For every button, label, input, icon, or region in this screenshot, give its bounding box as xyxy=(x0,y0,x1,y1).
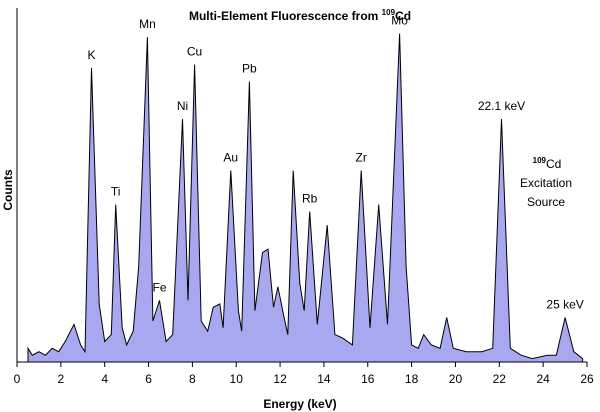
peak-label: Au xyxy=(223,150,238,164)
x-ticks: 0 2 4 6 8 10 12 14 16 18 20 22 24 26 xyxy=(14,362,594,386)
x-tick-label: 20 xyxy=(449,372,463,386)
y-axis-title: Counts xyxy=(1,169,15,211)
title-suffix: Cd xyxy=(395,9,411,23)
peak-label: K xyxy=(88,48,96,62)
peak-label: Ni xyxy=(177,99,188,113)
x-tick-label: 12 xyxy=(273,372,287,386)
peak-label: Ti xyxy=(111,185,121,199)
peak-label: Pb xyxy=(242,62,257,76)
peak-label: 22.1 keV xyxy=(478,99,525,113)
x-axis-title: Energy (keV) xyxy=(263,397,336,411)
x-tick-label: 8 xyxy=(189,372,196,386)
x-tick-label: 24 xyxy=(536,372,550,386)
spectrum-area xyxy=(27,33,584,363)
x-tick-label: 0 xyxy=(14,372,21,386)
source-note-element: Cd xyxy=(546,157,561,171)
x-tick-label: 14 xyxy=(317,372,331,386)
peak-label: Mo xyxy=(391,14,408,28)
title-prefix: Multi-Element Fluorescence from xyxy=(189,9,382,23)
source-note-line1: 109Cd xyxy=(533,156,562,171)
x-tick-label: 6 xyxy=(145,372,152,386)
title-superscript: 109 xyxy=(382,8,396,17)
x-tick-label: 4 xyxy=(101,372,108,386)
peak-label: Zr xyxy=(356,150,367,164)
x-tick-label: 18 xyxy=(405,372,419,386)
x-tick-label: 2 xyxy=(58,372,65,386)
source-note-line3: Source xyxy=(527,195,565,209)
chart-title: Multi-Element Fluorescence from 109Cd xyxy=(189,8,411,23)
peak-label: 25 keV xyxy=(546,298,583,312)
x-tick-label: 16 xyxy=(361,372,375,386)
peak-label: Mn xyxy=(139,17,156,31)
peak-label: Rb xyxy=(302,192,318,206)
x-tick-label: 10 xyxy=(230,372,244,386)
x-tick-label: 22 xyxy=(493,372,507,386)
source-note-line2: Excitation xyxy=(520,176,572,190)
source-note-superscript: 109 xyxy=(533,156,547,165)
peak-label: Fe xyxy=(152,280,166,294)
peak-label: Cu xyxy=(187,44,202,58)
x-tick-label: 26 xyxy=(580,372,594,386)
peak-labels: K Ti Mn Fe Ni Cu Au Pb Rb Zr Mo 22.1 keV 25 keV xyxy=(88,14,584,312)
